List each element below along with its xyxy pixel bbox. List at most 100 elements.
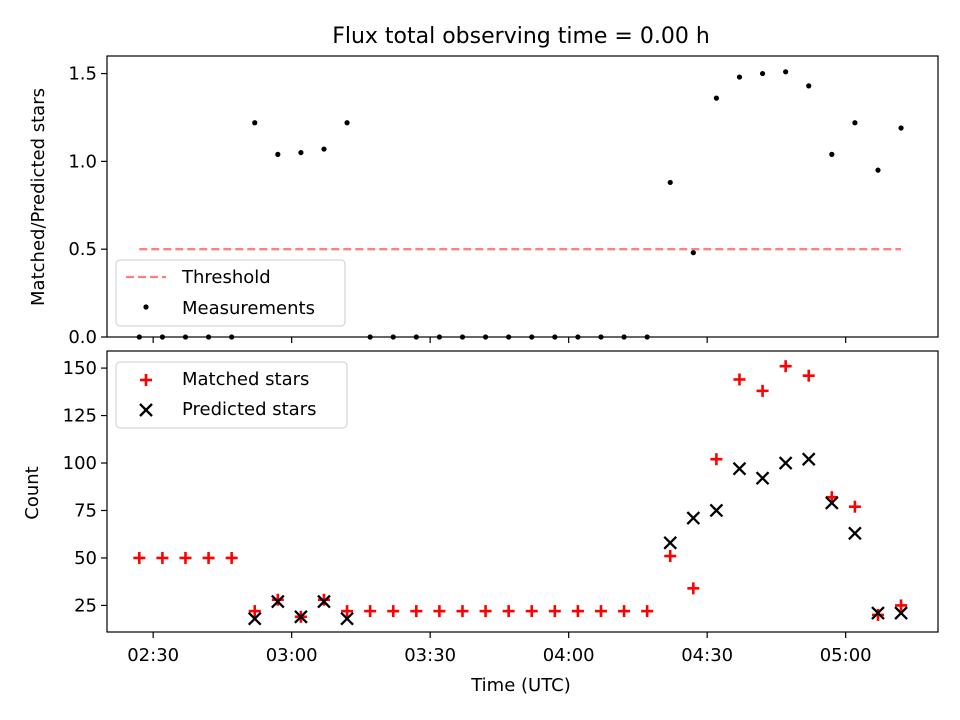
- matched-stars-point: [664, 550, 677, 563]
- ratio-y-axis-label: Matched/Predicted stars: [28, 88, 49, 306]
- measurement-point: [875, 167, 881, 173]
- predicted-stars-point: [894, 606, 908, 620]
- matched-stars-point: [433, 605, 446, 618]
- measurement-point: [783, 69, 789, 75]
- matched-stars-point: [848, 500, 861, 513]
- matched-stars-point: [779, 360, 792, 373]
- y-tick-label: 150: [63, 358, 97, 379]
- ratio-plot-frame: [106, 55, 939, 338]
- measurement-point: [667, 179, 673, 186]
- matched-stars-point: [502, 605, 515, 618]
- matched-stars-point: [825, 491, 838, 504]
- predicted-legend-label: Predicted stars: [182, 399, 316, 420]
- matched-stars-point: [710, 453, 723, 466]
- y-tick-label: 75: [74, 500, 97, 521]
- count-marks: [133, 360, 908, 626]
- chart-title: Flux total observing time = 0.00 h: [332, 24, 710, 49]
- matched-stars-point: [387, 605, 400, 618]
- y-tick-label: 125: [63, 406, 97, 427]
- predicted-stars-point: [686, 511, 701, 525]
- count-y-axis: 25 50 75 100 125 150: [63, 358, 107, 616]
- matched-stars-point: [179, 551, 192, 564]
- count-plot-frame: [106, 350, 939, 633]
- matched-stars-point: [594, 605, 607, 618]
- matched-stars-point: [225, 551, 238, 564]
- count-legend: Matched stars Predicted stars: [115, 361, 348, 429]
- matched-stars-point: [525, 605, 538, 618]
- matched-stars-point: [756, 384, 769, 397]
- x-tick-label: 04:00: [543, 645, 595, 666]
- matched-stars-point: [456, 605, 469, 618]
- measurement-point: [829, 151, 835, 157]
- x-tick-label: 02:30: [127, 645, 179, 666]
- y-tick-label: 1.5: [68, 64, 97, 85]
- measurement-point: [806, 83, 812, 89]
- matched-stars-point: [571, 605, 584, 618]
- measurement-point: [736, 74, 743, 80]
- x-tick-label: 05:00: [820, 645, 872, 666]
- measurements-legend-swatch: [143, 304, 149, 310]
- measurements-legend-label: Measurements: [182, 298, 315, 319]
- predicted-stars-point: [271, 594, 285, 609]
- predicted-stars-point: [732, 461, 747, 476]
- matched-stars-point: [133, 551, 146, 564]
- measurement-point: [252, 120, 258, 126]
- y-tick-label: 100: [63, 453, 97, 474]
- measurement-point: [690, 250, 696, 256]
- x-tick-label: 03:30: [404, 645, 456, 666]
- count-y-axis-label: Count: [22, 466, 43, 519]
- matched-stars-point: [341, 605, 354, 618]
- measurement-point: [852, 120, 858, 126]
- predicted-stars-point: [848, 526, 862, 541]
- matched-stars-point: [687, 582, 700, 595]
- predicted-legend-swatch: [139, 403, 153, 417]
- matched-stars-point: [618, 605, 631, 618]
- y-tick-label: 25: [74, 595, 97, 616]
- matched-stars-point: [548, 605, 561, 618]
- predicted-stars-point: [871, 606, 885, 620]
- matched-stars-point: [871, 608, 884, 621]
- ratio-legend-box: [115, 259, 346, 327]
- predicted-stars-point: [825, 496, 839, 510]
- ratio-panel: 0.0 0.5 1.0 1.5 Matched/Predicted stars Thr…: [28, 55, 939, 348]
- measurement-point: [275, 151, 281, 157]
- predicted-stars-point: [294, 609, 308, 624]
- predicted-stars-point: [709, 503, 724, 518]
- matched-stars-point: [248, 605, 261, 618]
- count-panel: 25 50 75 100 125 150 02:30 03:00 03:30 04:00 04:3…: [22, 350, 939, 696]
- matched-legend-label: Matched stars: [182, 369, 309, 390]
- matched-stars-point: [364, 605, 377, 618]
- measurement-point: [898, 125, 904, 131]
- predicted-stars-point: [663, 535, 678, 550]
- predicted-stars-point: [801, 452, 816, 467]
- matched-stars-point: [895, 599, 908, 612]
- x-tick-label: 03:00: [266, 645, 318, 666]
- ratio-y-axis: 0.0 0.5 1.0 1.5: [68, 64, 107, 348]
- predicted-stars-point: [755, 471, 770, 486]
- y-tick-label: 1.0: [68, 151, 97, 172]
- y-tick-label: 0.5: [68, 239, 97, 260]
- x-axis-label: Time (UTC): [470, 675, 571, 696]
- measurement-point: [344, 120, 350, 126]
- measurement-point: [321, 146, 327, 152]
- matched-stars-point: [641, 605, 654, 618]
- count-x-axis: 02:30 03:00 03:30 04:00 04:30 05:00: [127, 632, 872, 666]
- predicted-stars-point: [778, 456, 793, 470]
- predicted-stars-point: [247, 611, 262, 626]
- y-tick-label: 50: [74, 548, 97, 569]
- matched-stars-point: [202, 551, 215, 564]
- count-legend-box: [115, 361, 348, 429]
- predicted-stars-point: [340, 611, 354, 626]
- matched-stars-point: [156, 551, 169, 564]
- matched-stars-point: [479, 605, 492, 618]
- measurement-point: [713, 95, 720, 101]
- measurement-point: [759, 70, 766, 77]
- y-tick-label: 0.0: [68, 327, 97, 348]
- matched-stars-point: [317, 593, 330, 606]
- measurement-point: [298, 149, 304, 156]
- threshold-legend-label: Threshold: [181, 267, 271, 288]
- ratio-legend: Threshold Measurements: [115, 259, 346, 327]
- x-tick-label: 04:30: [681, 645, 733, 666]
- ratio-x-ticks: [152, 337, 847, 343]
